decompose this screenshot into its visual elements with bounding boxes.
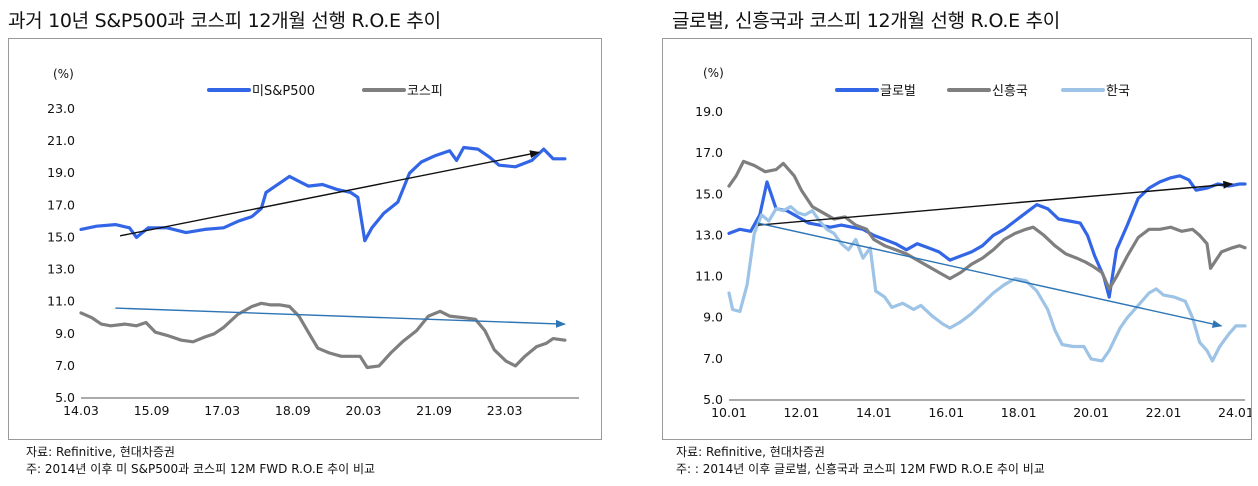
footnote: 주: 2014년 이후 미 S&P500과 코스피 12M FWD R.O.E … [26, 462, 376, 476]
trend-arrow [757, 180, 1234, 226]
series-line-글로벌 [727, 174, 1247, 299]
footnote: 주: : 2014년 이후 글로벌, 신흥국과 코스피 12M FWD R.O.… [676, 462, 1045, 476]
y-tick-label: 9.0 [703, 310, 723, 325]
panel-title: 글로벌, 신흥국과 코스피 12개월 선행 R.O.E 추이 [672, 10, 1060, 32]
panel-title: 과거 10년 S&P500과 코스피 12개월 선행 R.O.E 추이 [8, 10, 441, 32]
series-line-신흥국 [727, 159, 1247, 291]
y-tick-label: 9.0 [55, 326, 75, 341]
y-tick-label: 23.0 [47, 101, 75, 116]
series-line-한국 [727, 205, 1247, 363]
x-tick-label: 18.09 [275, 403, 311, 418]
legend-entry-신흥국: 신흥국 [947, 84, 1028, 99]
legend-label: 미S&P500 [252, 84, 315, 99]
legend-label: 글로벌 [880, 84, 916, 99]
y-tick-label: 11.0 [695, 269, 723, 284]
chart-frame: (%) 5.0 7.0 9.0 11.0 13.0 15.0 17.0 19.0 21.0 23.0… [8, 38, 602, 440]
x-tick-label: 14.01 [856, 405, 892, 420]
chart-svg-sp500-kospi: (%) 5.0 7.0 9.0 11.0 13.0 15.0 17.0 19.0 21.0 23.0… [47, 67, 579, 418]
x-tick-label: 20.03 [346, 403, 382, 418]
y-axis-unit-label: (%) [703, 66, 724, 80]
legend-entry-코스피: 코스피 [362, 84, 443, 99]
x-tick-label: 18.01 [1001, 405, 1037, 420]
chart-notes: 자료: Refinitive, 현대차증권 주: 2014년 이후 미 S&P5… [26, 444, 375, 478]
y-tick-label: 19.0 [695, 104, 723, 119]
trend-arrow [119, 150, 540, 237]
y-tick-label: 11.0 [47, 294, 75, 309]
legend-label: 신흥국 [992, 84, 1028, 99]
legend-entry-한국: 한국 [1061, 84, 1130, 99]
y-tick-label: 7.0 [703, 351, 723, 366]
source-note: 자료: Refinitive, 현대차증권 [26, 445, 175, 459]
y-tick-label: 5.0 [703, 392, 723, 407]
legend-label: 코스피 [407, 84, 443, 99]
x-tick-label: 24.01 [1218, 405, 1251, 420]
y-tick-label: 13.0 [47, 262, 75, 277]
y-tick-label: 19.0 [47, 165, 75, 180]
y-tick-label: 17.0 [47, 197, 75, 212]
x-tick-label: 15.09 [134, 403, 170, 418]
y-tick-label: 13.0 [695, 227, 723, 242]
source-note: 자료: Refinitive, 현대차증권 [676, 445, 825, 459]
series-line-코스피 [79, 301, 567, 370]
x-tick-label: 22.01 [1146, 405, 1182, 420]
x-tick-label: 20.01 [1073, 405, 1109, 420]
x-tick-label: 10.01 [711, 405, 747, 420]
y-tick-label: 21.0 [47, 133, 75, 148]
x-tick-label: 21.09 [416, 403, 452, 418]
x-tick-label: 16.01 [928, 405, 964, 420]
y-tick-label: 15.0 [695, 186, 723, 201]
y-tick-label: 17.0 [695, 145, 723, 160]
legend-entry-글로벌: 글로벌 [835, 84, 916, 99]
y-tick-label: 15.0 [47, 229, 75, 244]
x-tick-label: 23.03 [487, 403, 523, 418]
trend-arrow [757, 222, 1223, 328]
trend-arrow [115, 307, 566, 328]
y-tick-label: 5.0 [55, 390, 75, 405]
y-axis-unit-label: (%) [53, 67, 74, 81]
chart-notes: 자료: Refinitive, 현대차증권 주: : 2014년 이후 글로벌,… [676, 444, 1045, 478]
x-tick-label: 17.03 [204, 403, 240, 418]
legend-label: 한국 [1106, 84, 1130, 99]
x-tick-label: 14.03 [63, 403, 99, 418]
y-tick-label: 7.0 [55, 358, 75, 373]
chart-frame: (%) 5.0 7.0 9.0 11.0 13.0 15.0 17.0 19.0 10.01 12.… [662, 38, 1252, 440]
x-tick-label: 12.01 [784, 405, 820, 420]
chart-svg-global-em-korea: (%) 5.0 7.0 9.0 11.0 13.0 15.0 17.0 19.0 10.01 12.… [695, 66, 1251, 420]
legend-entry-미sp500: 미S&P500 [207, 84, 315, 99]
